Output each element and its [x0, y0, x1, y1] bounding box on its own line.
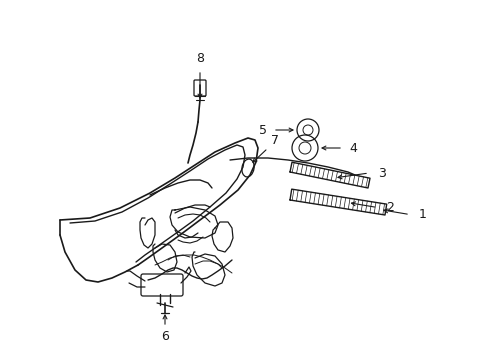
Text: 2: 2 [386, 201, 394, 214]
Text: 8: 8 [196, 51, 203, 64]
Text: 3: 3 [377, 166, 385, 180]
Text: 5: 5 [259, 123, 266, 136]
Text: 4: 4 [348, 141, 356, 154]
Text: 6: 6 [161, 330, 168, 343]
Text: 1: 1 [418, 208, 426, 221]
Text: 7: 7 [270, 134, 279, 147]
